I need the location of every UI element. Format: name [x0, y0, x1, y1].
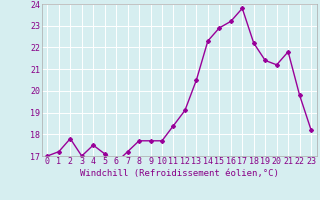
- X-axis label: Windchill (Refroidissement éolien,°C): Windchill (Refroidissement éolien,°C): [80, 169, 279, 178]
